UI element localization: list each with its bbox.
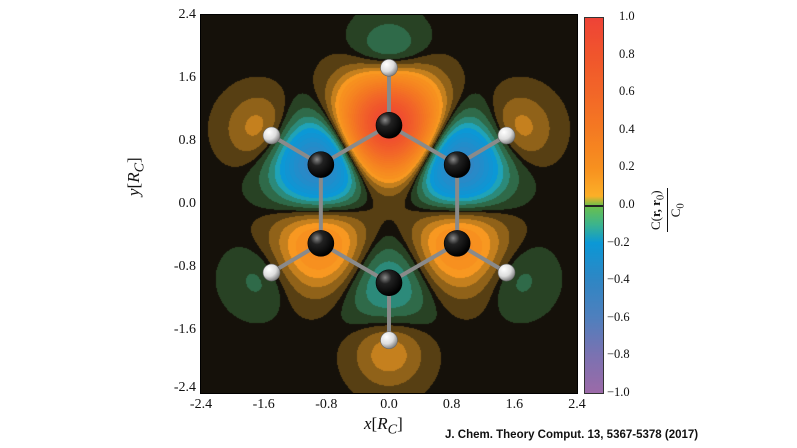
x-axis-unit-sub: C (387, 421, 398, 438)
contour-plot-area (201, 15, 577, 393)
x-tick-label: -0.8 (315, 397, 338, 412)
molecule-overlay (262, 58, 516, 350)
den-sub: 0 (674, 203, 687, 209)
carbon-atom (375, 111, 403, 139)
num-sub: 0 (654, 194, 667, 201)
colorbar-tick-label: 1.0 (619, 9, 635, 23)
colorbar (584, 17, 604, 394)
hydrogen-atom (380, 331, 398, 350)
y-axis-var: y (124, 188, 143, 196)
hydrogen-atom (380, 58, 398, 77)
x-axis-var: x (364, 414, 372, 433)
x-tick-label: -1.6 (252, 397, 275, 412)
colorbar-tick-label: −0.8 (607, 347, 630, 362)
carbon-atom (443, 151, 471, 178)
x-tick-label: 0.8 (442, 397, 461, 412)
carbon-atom (375, 269, 403, 297)
colorbar-label-denominator: C0 (668, 188, 687, 232)
hydrogen-atom (262, 263, 281, 282)
colorbar-label-numerator: C(r, r0) (648, 188, 668, 232)
colorbar-zero-line (585, 204, 603, 207)
carbon-atom (307, 230, 335, 257)
hydrogen-atom (497, 126, 516, 145)
den-text: C (667, 208, 683, 218)
y-axis-label: y[RC] (124, 157, 148, 196)
y-tick-label: -2.4 (173, 380, 196, 395)
y-tick-label: 0.8 (178, 133, 197, 148)
y-axis-unit-sub: C (131, 162, 148, 173)
num-suffix: ) (648, 190, 663, 195)
colorbar-tick-label: −0.2 (607, 234, 630, 249)
num-bold: r, r (648, 200, 663, 217)
x-tick-label: 2.4 (568, 397, 586, 412)
colorbar-tick-label: 0.0 (619, 197, 635, 211)
x-tick-label: 0.0 (380, 397, 398, 412)
y-tick-label: 2.4 (178, 7, 197, 22)
hydrogen-atom (497, 263, 516, 282)
y-axis-unit: R (124, 172, 143, 183)
colorbar-tick-label: −0.6 (607, 309, 630, 324)
colorbar-tick-label: 0.8 (619, 46, 635, 61)
num-prefix: C( (648, 217, 663, 230)
colorbar-tick-label: 0.6 (619, 84, 635, 99)
hydrogen-atom (262, 126, 281, 145)
carbon-atom (307, 151, 335, 178)
x-tick-label: -2.4 (189, 397, 213, 412)
colorbar-tick-label: 0.4 (619, 121, 635, 136)
carbon-atom (443, 230, 471, 257)
colorbar-tick-label: −1.0 (607, 385, 630, 399)
x-axis-unit: R (377, 414, 388, 433)
x-tick-label: 1.6 (505, 397, 524, 412)
y-tick-label: -0.8 (173, 259, 196, 274)
citation: J. Chem. Theory Comput. 13, 5367-5378 (2… (445, 429, 699, 441)
y-tick-label: 1.6 (178, 70, 197, 85)
colorbar-label: C(r, r0) C0 (648, 188, 686, 232)
y-tick-label: -1.6 (173, 322, 196, 337)
x-axis-label: x[RC] (364, 414, 403, 438)
y-tick-label: 0.0 (178, 196, 197, 211)
colorbar-tick-label: −0.4 (607, 272, 630, 287)
colorbar-tick-label: 0.2 (619, 159, 635, 174)
